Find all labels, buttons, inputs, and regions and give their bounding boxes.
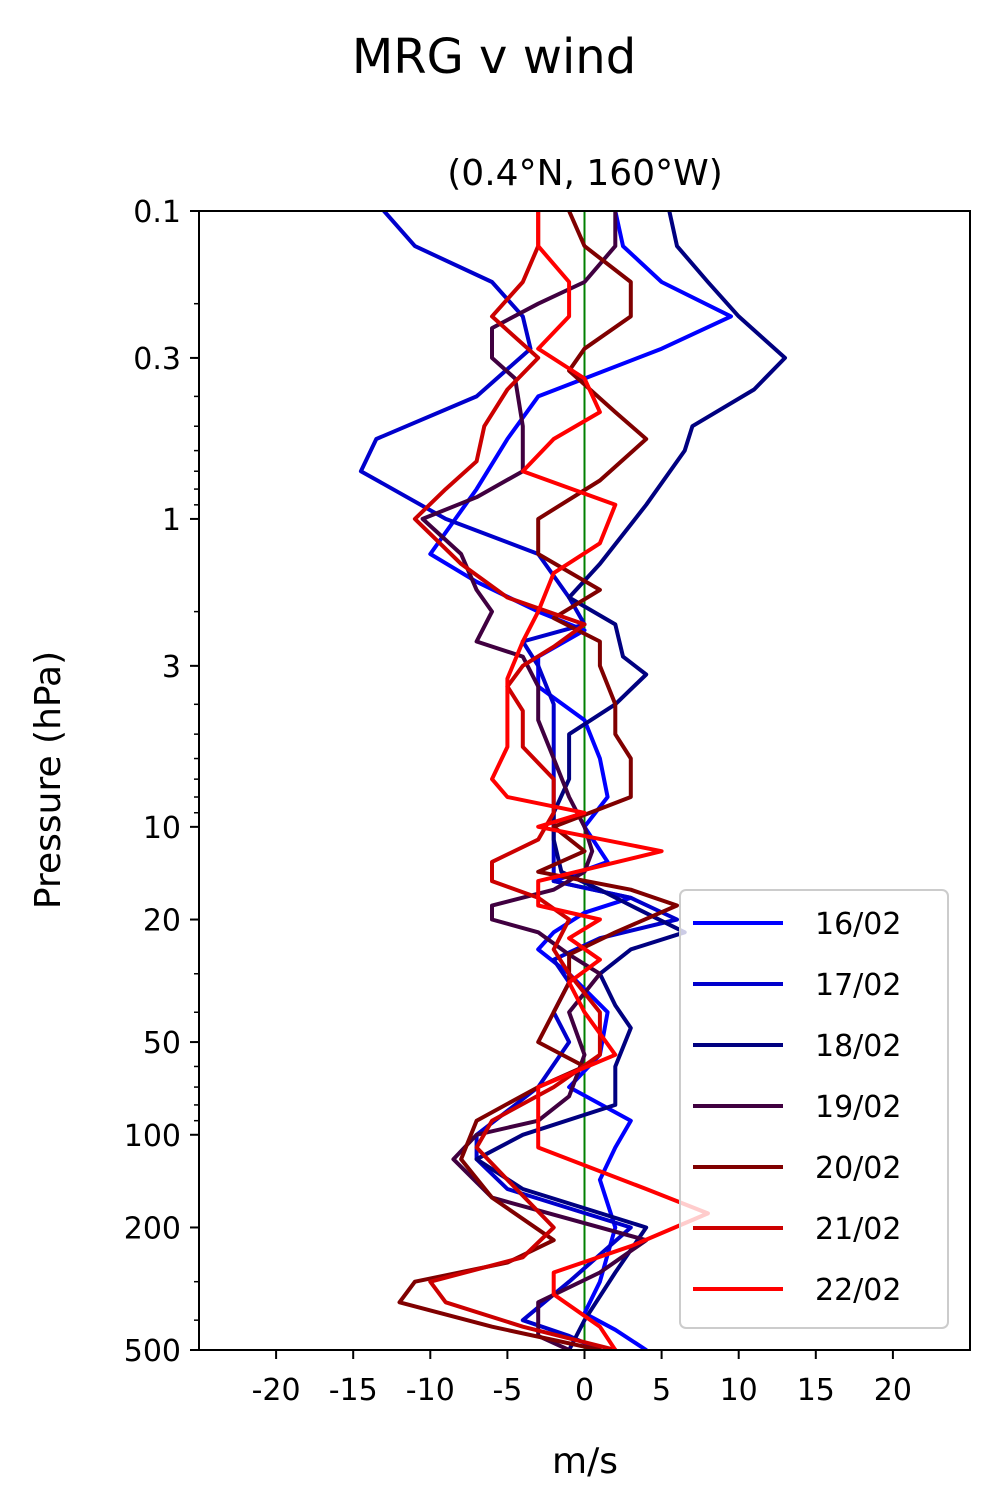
legend-label: 16/02 xyxy=(815,907,901,942)
y-tick-label: 0.1 xyxy=(133,195,181,230)
x-tick-label: 10 xyxy=(720,1373,758,1408)
series-line-16-02 xyxy=(428,211,733,1350)
y-axis: 0.1 0.3 1 3 10 20 50 100 200 500 xyxy=(124,195,199,1369)
legend-label: 18/02 xyxy=(815,1029,901,1064)
series-line-22-02 xyxy=(490,211,710,1350)
x-tick-label: -15 xyxy=(329,1373,378,1408)
y-tick-label: 20 xyxy=(143,904,181,939)
x-axis-label: m/s xyxy=(552,1441,618,1482)
figure-title: MRG v wind xyxy=(352,29,636,85)
chart-subtitle: (0.4°N, 160°W) xyxy=(447,153,722,194)
legend: 16/02 17/02 18/02 19/02 20/02 21/02 22/02 xyxy=(679,889,949,1329)
y-axis-label: Pressure (hPa) xyxy=(28,651,69,909)
x-tick-label: -5 xyxy=(492,1373,522,1408)
y-tick-label: 500 xyxy=(124,1334,181,1369)
y-tick-label: 10 xyxy=(143,811,181,846)
series-line-21-02 xyxy=(412,211,618,1350)
y-tick-label: 200 xyxy=(124,1211,181,1246)
x-tick-label: 5 xyxy=(652,1373,671,1408)
legend-label: 20/02 xyxy=(815,1151,901,1186)
legend-label: 22/02 xyxy=(815,1273,901,1308)
legend-box xyxy=(679,889,949,1329)
y-tick-label: 1 xyxy=(162,503,181,538)
x-tick-label: 15 xyxy=(797,1373,835,1408)
y-tick-label: 0.3 xyxy=(133,342,181,377)
y-tick-label: 3 xyxy=(162,650,181,685)
legend-label: 19/02 xyxy=(815,1090,901,1125)
legend-label: 17/02 xyxy=(815,968,901,1003)
series-line-20-02 xyxy=(397,211,679,1350)
x-tick-label: 0 xyxy=(575,1373,594,1408)
series-line-19-02 xyxy=(420,211,649,1350)
y-tick-label: 100 xyxy=(124,1119,181,1154)
series-layer xyxy=(358,211,787,1350)
y-tick-label: 50 xyxy=(143,1026,181,1061)
x-tick-label: -10 xyxy=(406,1373,455,1408)
legend-label: 21/02 xyxy=(815,1212,901,1247)
x-tick-label: -20 xyxy=(252,1373,301,1408)
x-axis: -20 -15 -10 -5 0 5 10 15 20 xyxy=(252,1350,912,1408)
x-tick-label: 20 xyxy=(874,1373,912,1408)
